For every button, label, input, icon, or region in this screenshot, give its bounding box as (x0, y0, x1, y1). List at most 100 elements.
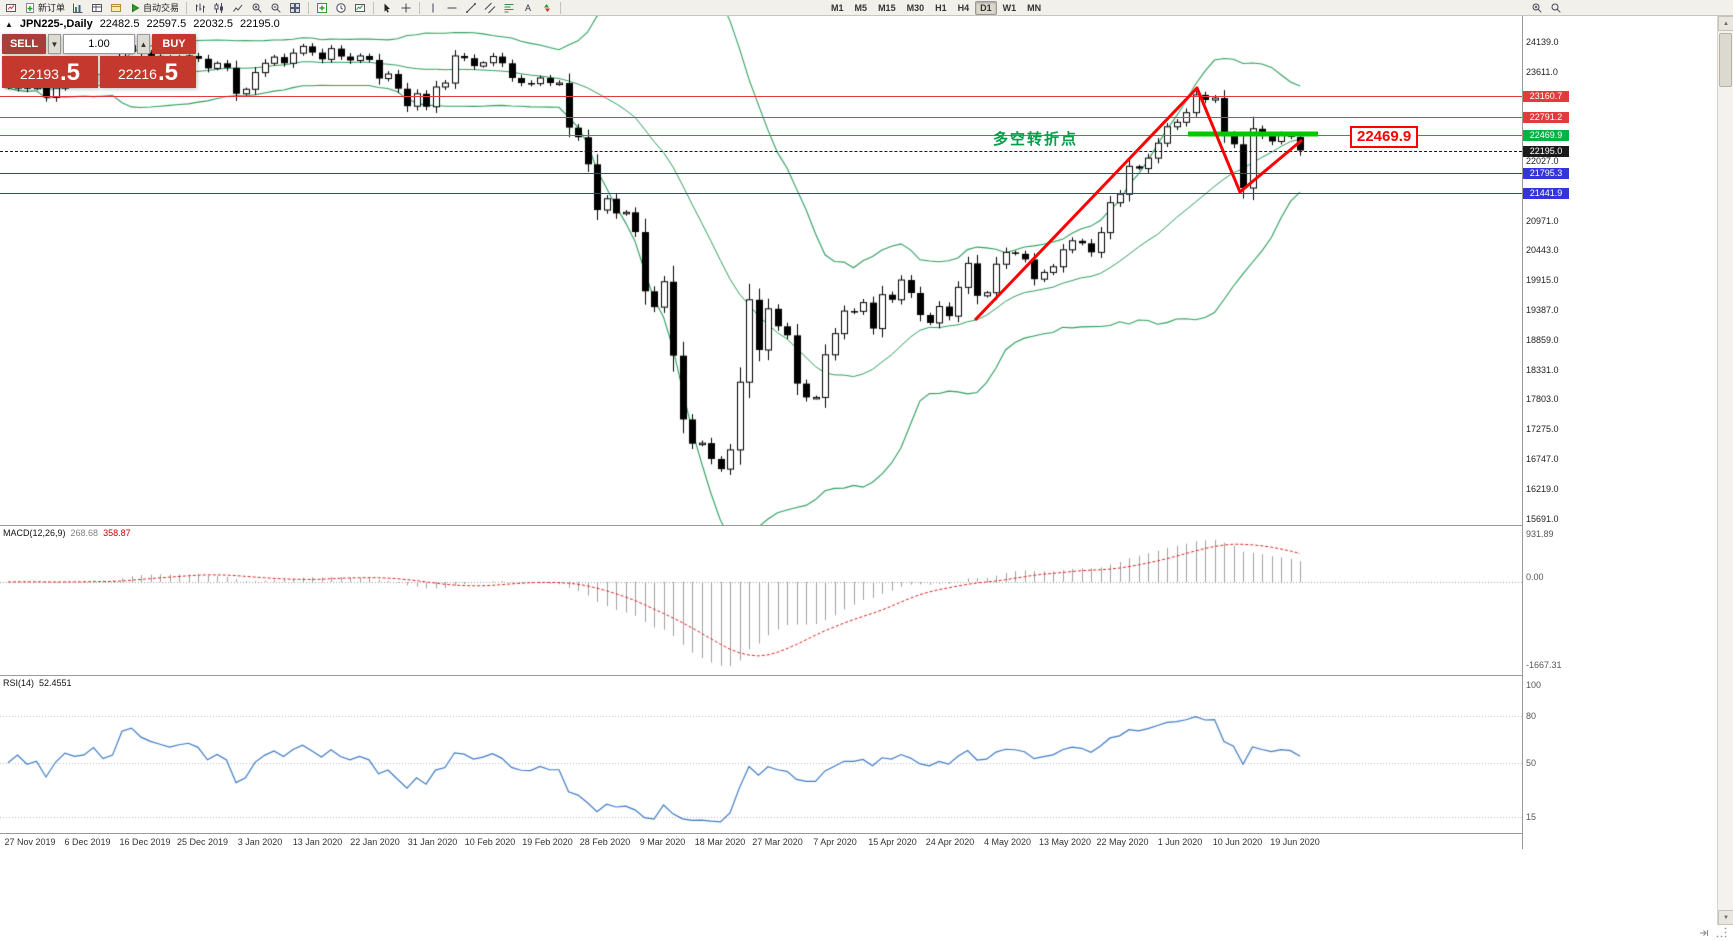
zoom-icon[interactable] (1547, 1, 1565, 15)
vertical-line-icon[interactable] (424, 1, 442, 15)
date-label: 9 Mar 2020 (639, 837, 686, 847)
timeframe-h1[interactable]: H1 (935, 2, 947, 13)
price-chart-canvas[interactable] (0, 16, 1522, 525)
scroll-to-end-icon[interactable] (1698, 927, 1710, 939)
cursor-icon[interactable] (378, 1, 396, 15)
new-order-button-label: 新订单 (38, 3, 66, 13)
ohlc-high: 22597.5 (146, 18, 187, 30)
candlestick-chart-icon[interactable] (210, 1, 228, 15)
toolbar-separator (419, 1, 421, 14)
volume-increase-button[interactable]: ▲ (137, 34, 150, 54)
price-scale-label: 17803.0 (1526, 394, 1559, 405)
resistance-line-22791[interactable] (0, 116, 1522, 118)
search-icon[interactable] (1528, 1, 1546, 15)
data-window-icon[interactable] (88, 1, 106, 15)
timeframe-m1[interactable]: M1 (831, 2, 844, 13)
timeframe-h4[interactable]: H4 (957, 2, 970, 13)
date-label: 31 Jan 2020 (407, 837, 458, 847)
buy-price-main: 22216 (118, 66, 157, 82)
scrollbar-thumb[interactable] (1719, 33, 1732, 87)
timeframe-w1[interactable]: W1 (1002, 2, 1017, 13)
resize-grip-icon (1716, 927, 1728, 939)
scroll-down-button[interactable]: ▼ (1718, 910, 1733, 925)
price-callout[interactable]: 22469.9 (1350, 126, 1419, 148)
scroll-up-button[interactable]: ▲ (1718, 16, 1733, 31)
time-scale[interactable]: 27 Nov 2019 6 Dec 2019 16 Dec 2019 25 Dec 2… (0, 833, 1568, 849)
zoom-out-icon[interactable] (267, 1, 285, 15)
rsi-label: RSI(14) 52.4551 (3, 678, 72, 688)
text-label-icon[interactable]: A (519, 1, 537, 15)
crosshair-icon[interactable] (397, 1, 415, 15)
timeframe-m30[interactable]: M30 (906, 2, 925, 13)
rsi-canvas (0, 676, 1522, 833)
date-label: 27 Nov 2019 (4, 837, 56, 847)
date-label: 15 Apr 2020 (868, 837, 917, 847)
price-scale-label: 19915.0 (1526, 275, 1559, 286)
tile-windows-icon[interactable] (286, 1, 304, 15)
sell-price-tile[interactable]: 22193.5 (2, 56, 98, 88)
bid-price-line[interactable] (0, 150, 1522, 152)
rsi-scale-label: 100 (1526, 680, 1542, 690)
panel-separator (0, 675, 1568, 676)
price-scale-label: 18859.0 (1526, 334, 1559, 345)
timeframe-mn[interactable]: MN (1027, 2, 1042, 13)
market-watch-icon[interactable] (69, 1, 87, 15)
turning-point-label[interactable]: 多空转折点 (993, 131, 1079, 148)
one-click-collapse-toggle[interactable]: ▲ (5, 19, 13, 29)
timeframe-d1[interactable]: D1 (975, 0, 997, 15)
macd-main-value: 268.68 (70, 528, 99, 538)
line-chart-icon[interactable] (229, 1, 247, 15)
auto-trading-button-label: 自动交易 (143, 3, 180, 13)
zoom-in-icon[interactable] (248, 1, 266, 15)
templates-icon[interactable] (351, 1, 369, 15)
macd-scale-min: -1667.31 (1526, 660, 1562, 670)
resistance-line-23160[interactable] (0, 96, 1522, 97)
vertical-scrollbar[interactable]: ▲ ▼ (1717, 16, 1733, 925)
add-indicator-icon[interactable] (313, 1, 331, 15)
price-scale[interactable]: 931.89 0.00 -1667.31 24139.0 23611.0 22027… (1522, 16, 1569, 849)
sell-price-main: 22193 (20, 66, 59, 82)
macd-canvas (0, 526, 1522, 674)
date-label: 10 Feb 2020 (464, 837, 516, 847)
new-order-button[interactable]: 新订单 (21, 1, 68, 15)
timeframe-m15[interactable]: M15 (878, 2, 896, 13)
toolbar-separator (373, 1, 375, 14)
symbol-name: JPN225-,Daily (19, 18, 93, 30)
date-label: 7 Apr 2020 (813, 837, 857, 847)
ohlc-open: 22482.5 (99, 18, 140, 30)
support-line-21795[interactable] (0, 173, 1522, 175)
rsi-scale-label: 50 (1526, 758, 1537, 768)
date-label: 10 Jun 2020 (1212, 837, 1263, 847)
date-label: 6 Dec 2019 (64, 837, 111, 847)
arrows-icon[interactable] (538, 1, 556, 15)
charts-window-icon[interactable] (2, 1, 20, 15)
buy-price-tile[interactable]: 22216.5 (100, 56, 196, 88)
trendline-icon[interactable] (462, 1, 480, 15)
date-label: 25 Dec 2019 (176, 837, 229, 847)
fibonacci-icon[interactable] (500, 1, 518, 15)
horizontal-line-icon[interactable] (443, 1, 461, 15)
date-label: 13 May 2020 (1038, 837, 1092, 847)
bar-chart-icon[interactable] (191, 1, 209, 15)
buy-button[interactable]: BUY (152, 34, 196, 54)
date-label: 22 Jan 2020 (350, 837, 400, 847)
support-line-21441[interactable] (0, 193, 1522, 194)
pivot-line-22469[interactable] (0, 134, 1522, 136)
periods-icon[interactable] (332, 1, 350, 15)
price-scale-label: 20971.0 (1526, 215, 1559, 226)
price-scale-label: 22027.0 (1526, 155, 1559, 166)
timeframe-m5[interactable]: M5 (854, 2, 868, 13)
macd-scale-max: 931.89 (1526, 529, 1554, 539)
price-scale-label: 20443.0 (1526, 245, 1559, 256)
resistance-line-22791-tag: 22791.2 (1523, 111, 1569, 123)
chart-window: 多空转折点 22469.9 (0, 16, 1522, 525)
toolbar-separator (186, 1, 188, 14)
date-label: 1 Jun 2020 (1157, 837, 1203, 847)
price-scale-label: 16219.0 (1526, 483, 1559, 494)
volume-decrease-button[interactable]: ▼ (48, 34, 61, 54)
auto-trading-button[interactable]: 自动交易 (126, 1, 182, 15)
navigator-icon[interactable] (107, 1, 125, 15)
sell-button[interactable]: SELL (2, 34, 46, 54)
channel-icon[interactable] (481, 1, 499, 15)
volume-input[interactable] (63, 34, 135, 54)
